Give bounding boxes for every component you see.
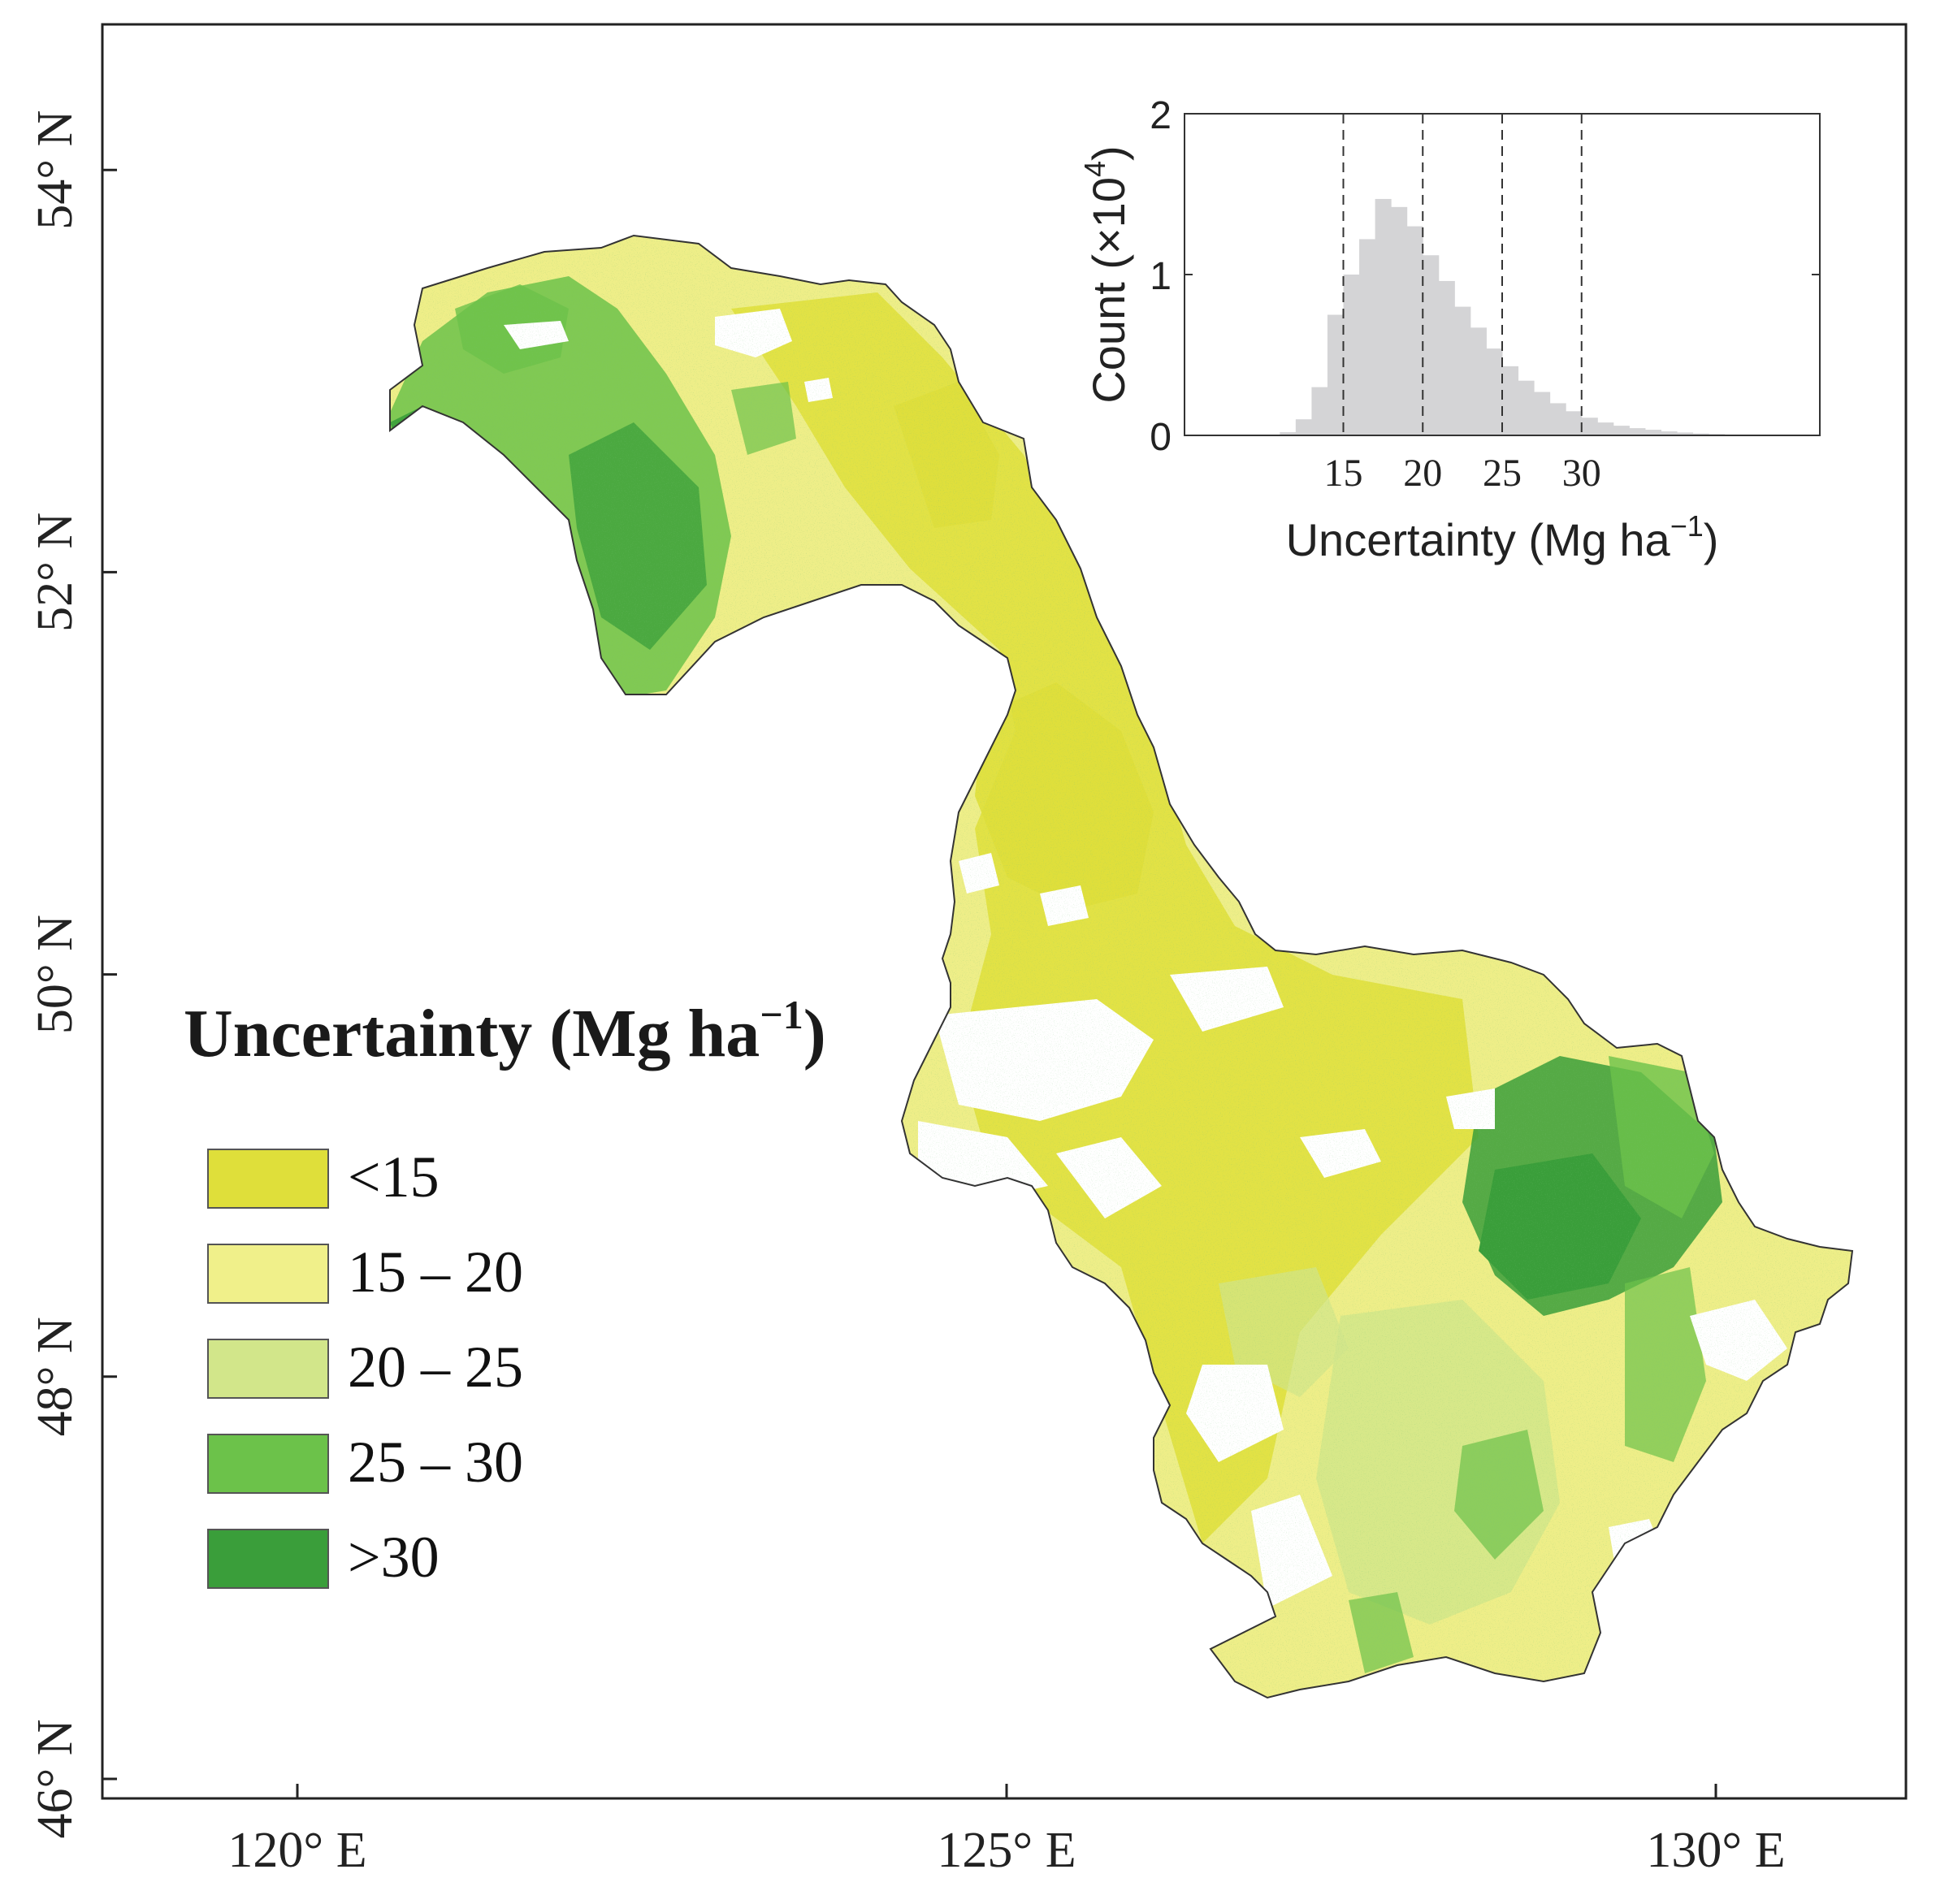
uncertainty-histogram: 0 1 2 15 20 25 30 Uncertainty (Mg ha−1) Count (×…	[1078, 94, 1821, 565]
histogram-bar	[1581, 418, 1598, 435]
histogram-bar	[1661, 431, 1678, 435]
histogram-bar	[1391, 206, 1408, 435]
x-tick-label: 120° E	[227, 1823, 366, 1878]
histogram-x-tick-label: 25	[1483, 452, 1522, 495]
legend-title: Uncertainty (Mg ha−1)	[184, 992, 826, 1071]
y-tick-label: 54° N	[28, 110, 83, 230]
histogram-bar	[1692, 433, 1709, 435]
histogram-x-tick-label: 20	[1403, 452, 1442, 495]
legend-swatch	[207, 1529, 329, 1589]
map-y-axis: 54° N 52° N 50° N 48° N 46° N	[28, 110, 117, 1839]
histogram-bar	[1677, 432, 1694, 435]
histogram-x-label: Uncertainty (Mg ha−1)	[1286, 509, 1719, 565]
histogram-bar	[1343, 275, 1360, 435]
y-tick-label: 50° N	[28, 915, 83, 1034]
histogram-bar	[1534, 392, 1551, 435]
map-x-axis: 120° E 125° E 130° E	[227, 1784, 1786, 1878]
histogram-bar	[1566, 411, 1583, 435]
legend-swatch	[207, 1244, 329, 1304]
legend-item-label: <15	[348, 1145, 440, 1209]
map-legend: Uncertainty (Mg ha−1) <15 15 – 20 20 – 25 2…	[184, 992, 826, 1590]
histogram-bar	[1470, 327, 1487, 435]
histogram-bar	[1295, 419, 1312, 435]
histogram-bar	[1359, 239, 1376, 435]
histogram-y-tick-label: 1	[1150, 255, 1172, 298]
histogram-bar	[1502, 366, 1519, 435]
histogram-bar	[1644, 430, 1661, 435]
legend-item-label: >30	[348, 1525, 440, 1590]
histogram-x-tick-label: 30	[1562, 452, 1601, 495]
legend-item-label: 20 – 25	[348, 1335, 523, 1400]
legend-item-label: 25 – 30	[348, 1430, 523, 1495]
x-tick-label: 125° E	[937, 1823, 1076, 1878]
legend-swatch	[207, 1149, 329, 1209]
histogram-y-label: Count (×104)	[1078, 145, 1134, 403]
histogram-bar	[1375, 198, 1392, 435]
histogram-bar	[1486, 348, 1503, 435]
histogram-bar	[1518, 380, 1535, 435]
histogram-bar	[1438, 280, 1455, 435]
legend-swatch	[207, 1339, 329, 1399]
histogram-bar	[1629, 428, 1646, 435]
y-tick-label: 52° N	[28, 513, 83, 632]
histogram-bar	[1280, 432, 1297, 435]
legend-item-label: 15 – 20	[348, 1240, 523, 1305]
legend-swatch	[207, 1434, 329, 1494]
histogram-y-tick-label: 2	[1150, 94, 1172, 137]
y-tick-label: 48° N	[28, 1317, 83, 1436]
map-frame	[101, 23, 1908, 1800]
histogram-bar	[1311, 387, 1328, 435]
region-outline	[389, 234, 1854, 1699]
histogram-bar	[1406, 226, 1423, 435]
x-tick-label: 130° E	[1646, 1823, 1785, 1878]
histogram-bar	[1423, 255, 1440, 435]
histogram-y-tick-label: 0	[1150, 416, 1172, 459]
patch-high-southeast	[1625, 1608, 1674, 1673]
histogram-bar	[1549, 403, 1566, 435]
histogram-bar	[1613, 426, 1630, 435]
histogram-bar	[1597, 422, 1614, 435]
y-tick-label: 46° N	[28, 1719, 83, 1838]
histogram-x-tick-label: 15	[1324, 452, 1363, 495]
histogram-bar	[1454, 306, 1471, 435]
histogram-bar	[1327, 314, 1344, 435]
